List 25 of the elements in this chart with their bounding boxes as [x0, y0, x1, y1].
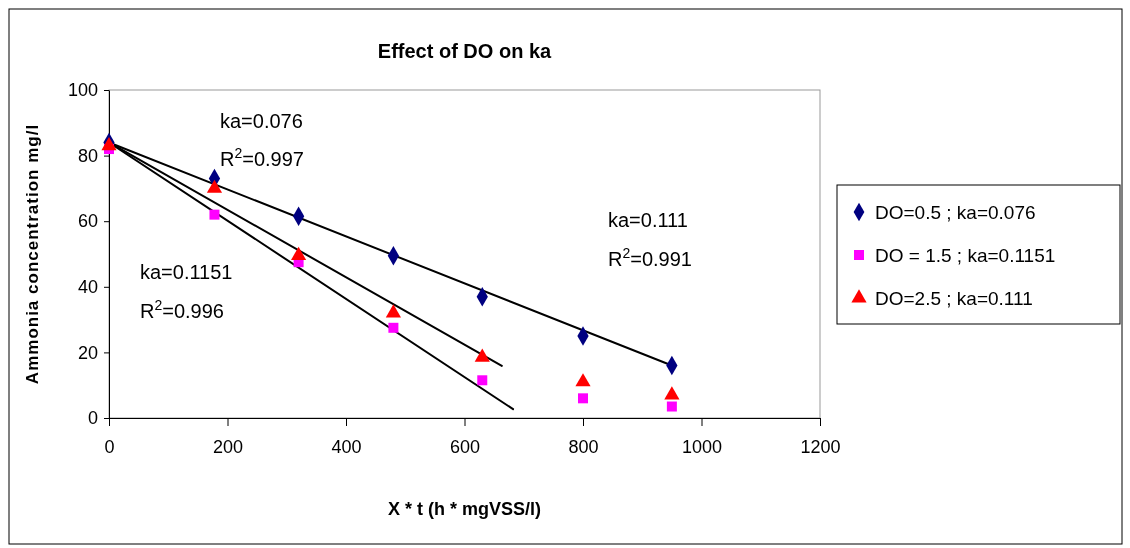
y-tick-label: 80 — [77, 145, 98, 166]
y-tick-label: 20 — [77, 342, 98, 363]
x-tick-label: 200 — [212, 436, 244, 457]
annotation: R$^{2}$=0.996 — [140, 297, 224, 322]
legend-label: DO = 1.5 ; ka=0.1151 — [875, 245, 1056, 266]
y-tick-label: 40 — [77, 277, 98, 298]
y-tick-label: 100 — [67, 80, 98, 101]
annotation: R$^{2}$=0.991 — [608, 245, 692, 270]
annotation: ka=0.1151 — [140, 261, 233, 283]
x-axis-title: X * t (h * mgVSS/l) — [387, 499, 542, 519]
y-tick-label: 60 — [77, 211, 98, 232]
y-axis-title: Ammonia concentration mg/l — [23, 123, 42, 385]
annotation: ka=0.111 — [608, 209, 688, 231]
y-tick-label: 0 — [87, 408, 98, 429]
x-tick-label: 600 — [449, 436, 481, 457]
x-tick-label: 1200 — [800, 436, 841, 457]
legend-label: DO=0.5 ; ka=0.076 — [875, 202, 1036, 223]
x-tick-label: 1000 — [681, 436, 723, 457]
x-tick-label: 400 — [331, 436, 362, 457]
x-tick-label: 800 — [568, 436, 599, 457]
chart-title: Effect of DO on ka — [377, 40, 553, 62]
annotation: ka=0.076 — [220, 110, 303, 132]
x-tick-label: 0 — [104, 436, 115, 457]
annotation: R$^{2}$=0.997 — [220, 145, 304, 170]
legend-label: DO=2.5 ; ka=0.111 — [875, 288, 1033, 309]
